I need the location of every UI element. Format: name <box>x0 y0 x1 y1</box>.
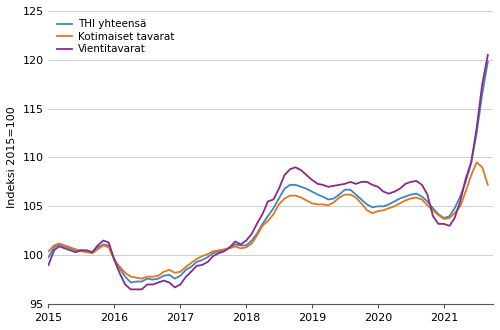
Line: THI yhteensä: THI yhteensä <box>48 62 488 282</box>
Legend: THI yhteensä, Kotimaiset tavarat, Vientitavarat: THI yhteensä, Kotimaiset tavarat, Vienti… <box>54 16 177 58</box>
Line: Vientitavarat: Vientitavarat <box>48 55 488 289</box>
Y-axis label: Indeksi 2015=100: Indeksi 2015=100 <box>7 107 17 208</box>
Line: Kotimaiset tavarat: Kotimaiset tavarat <box>48 162 488 279</box>
